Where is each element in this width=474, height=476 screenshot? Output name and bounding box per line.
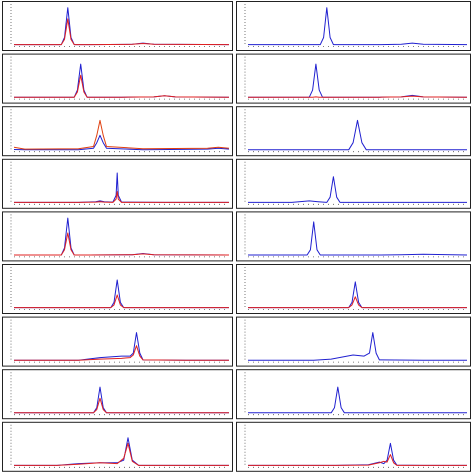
- trace: [248, 296, 467, 309]
- trace: [248, 95, 468, 98]
- panel-frame: [236, 264, 471, 314]
- trace: [248, 386, 467, 414]
- trace: [14, 345, 229, 361]
- trace: [14, 232, 230, 256]
- panel-frame: [2, 369, 233, 420]
- trace: [248, 7, 468, 46]
- panel-frame: [236, 211, 471, 262]
- panel-frame: [2, 53, 233, 104]
- panel-frame: [236, 421, 471, 472]
- panel-frame: [236, 369, 471, 420]
- panel-frame: [2, 211, 233, 262]
- trace: [248, 332, 467, 361]
- panel-frame: [2, 1, 233, 51]
- panel-frame: [2, 421, 233, 472]
- trace: [13, 119, 230, 150]
- panel-frame: [2, 264, 233, 314]
- trace: [248, 454, 467, 466]
- panel-frame: [2, 316, 233, 367]
- trace: [248, 221, 468, 256]
- trace: [248, 176, 467, 203]
- trace: [14, 294, 229, 309]
- trace: [14, 397, 229, 414]
- panel-frame: [236, 158, 471, 209]
- trace: [14, 442, 229, 466]
- trace: [14, 18, 230, 46]
- panel-frame: [236, 53, 471, 104]
- trace: [14, 191, 229, 203]
- trace: [13, 134, 230, 151]
- trace: [248, 119, 467, 151]
- panel-frame: [236, 316, 471, 367]
- trace: [14, 74, 230, 98]
- panel-frame: [236, 1, 471, 51]
- panel-frame: [236, 106, 471, 157]
